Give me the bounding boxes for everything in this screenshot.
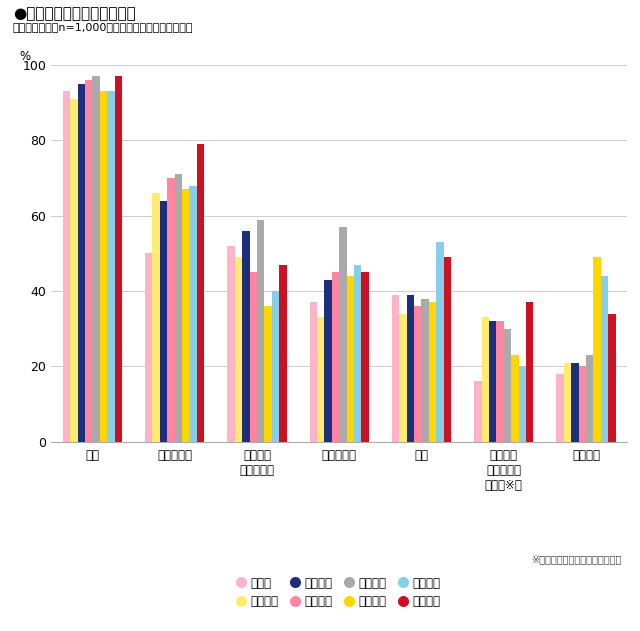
Bar bbox=[518, 367, 526, 442]
Bar bbox=[436, 242, 444, 442]
Bar bbox=[107, 91, 115, 442]
Bar bbox=[354, 265, 362, 442]
Bar bbox=[362, 272, 369, 442]
Bar bbox=[504, 329, 511, 442]
Bar bbox=[175, 174, 182, 442]
Bar bbox=[399, 314, 406, 442]
Text: ●恐れている災害　エリア別: ●恐れている災害 エリア別 bbox=[13, 6, 136, 21]
Bar bbox=[586, 355, 593, 442]
Text: ベース：全体（n=1,000）／複数回答５つまで選択可: ベース：全体（n=1,000）／複数回答５つまで選択可 bbox=[13, 22, 193, 32]
Bar bbox=[474, 382, 481, 442]
Bar bbox=[608, 314, 616, 442]
Bar bbox=[593, 257, 601, 442]
Bar bbox=[85, 80, 92, 442]
Bar bbox=[579, 367, 586, 442]
Bar bbox=[414, 306, 422, 442]
Bar bbox=[70, 99, 77, 442]
Bar bbox=[556, 374, 564, 442]
Bar bbox=[77, 84, 85, 442]
Bar bbox=[324, 280, 332, 442]
Bar bbox=[310, 302, 317, 442]
Bar bbox=[145, 254, 152, 442]
Bar bbox=[347, 276, 354, 442]
Bar bbox=[511, 355, 518, 442]
Bar bbox=[279, 265, 287, 442]
Bar bbox=[160, 201, 167, 442]
Bar bbox=[489, 321, 497, 442]
Bar bbox=[444, 257, 451, 442]
Bar bbox=[429, 302, 436, 442]
Bar bbox=[317, 317, 324, 442]
Bar bbox=[572, 363, 579, 442]
Bar bbox=[115, 76, 122, 442]
Bar bbox=[406, 295, 414, 442]
Bar bbox=[257, 220, 264, 442]
Bar bbox=[481, 317, 489, 442]
Bar bbox=[167, 178, 175, 442]
Bar bbox=[526, 302, 533, 442]
Bar bbox=[272, 291, 279, 442]
Bar bbox=[422, 298, 429, 442]
Bar bbox=[264, 306, 272, 442]
Text: %: % bbox=[20, 50, 31, 63]
Bar bbox=[197, 144, 204, 442]
Bar bbox=[392, 295, 399, 442]
Bar bbox=[92, 76, 100, 442]
Bar bbox=[235, 257, 242, 442]
Bar bbox=[339, 227, 347, 442]
Bar bbox=[63, 91, 70, 442]
Bar bbox=[564, 363, 572, 442]
Legend: 北海道, 東北地方, 関東地方, 中部地方, 近畿地方, 中国地方, 四国地方, 九州地方: 北海道, 東北地方, 関東地方, 中部地方, 近畿地方, 中国地方, 四国地方,… bbox=[234, 572, 445, 613]
Bar bbox=[250, 272, 257, 442]
Bar bbox=[242, 231, 250, 442]
Bar bbox=[497, 321, 504, 442]
Bar bbox=[189, 186, 197, 442]
Text: ※干ばつ、熱波、寒波、冷夏など: ※干ばつ、熱波、寒波、冷夏など bbox=[531, 555, 621, 565]
Bar bbox=[182, 189, 189, 442]
Bar bbox=[601, 276, 608, 442]
Bar bbox=[152, 193, 160, 442]
Bar bbox=[100, 91, 107, 442]
Bar bbox=[227, 246, 235, 442]
Bar bbox=[332, 272, 339, 442]
